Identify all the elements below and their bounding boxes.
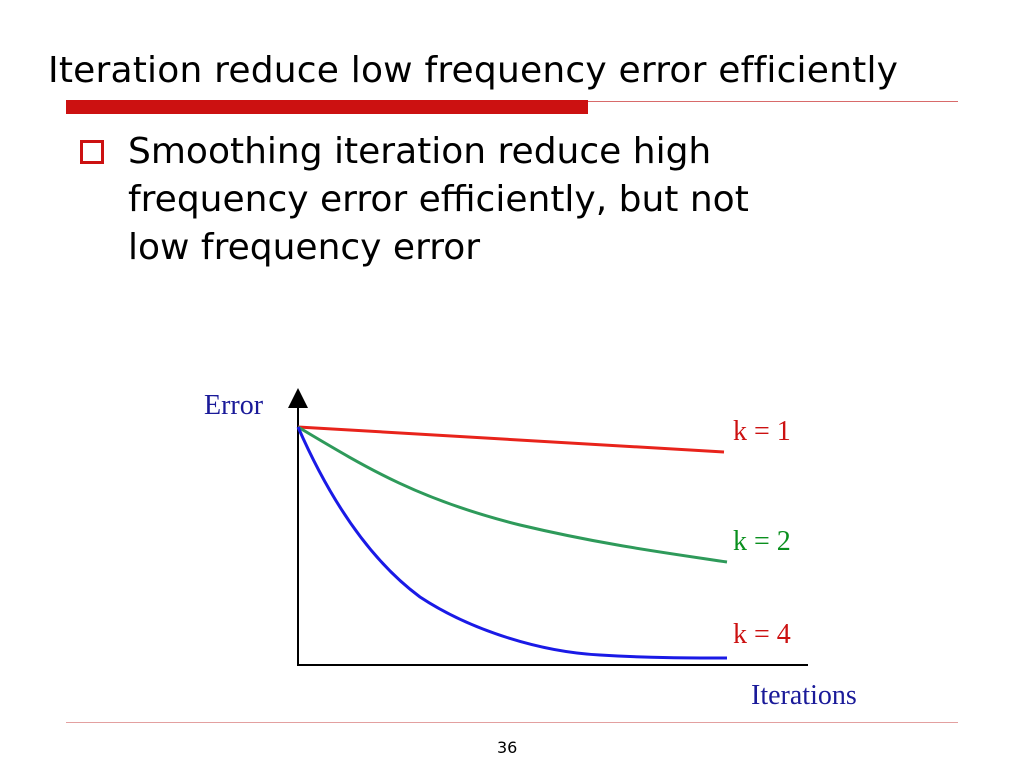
curve-label-k4: k = 4 [733, 619, 791, 650]
curve-label-k1: k = 1 [733, 416, 791, 447]
title-underline-bar [66, 100, 588, 114]
slide-title: Iteration reduce low frequency error eff… [48, 50, 899, 91]
x-axis-label: Iterations [751, 680, 857, 711]
bullet-line-2: frequency error efficiently, but not [128, 179, 749, 220]
y-axis-label: Error [204, 390, 264, 421]
bullet-line-1: Smoothing iteration reduce high [128, 131, 712, 172]
bullet-line-3: low frequency error [128, 227, 481, 268]
curve-k1 [297, 425, 725, 454]
bullet-square-icon [80, 140, 104, 164]
title-underline-rule [588, 101, 958, 102]
page-number: 36 [497, 738, 518, 757]
curve-k2 [297, 425, 728, 564]
bullet-text: Smoothing iteration reduce high frequenc… [128, 128, 888, 272]
footer-rule [66, 722, 958, 723]
curve-label-k2: k = 2 [733, 526, 791, 557]
curve-k4 [296, 426, 728, 660]
